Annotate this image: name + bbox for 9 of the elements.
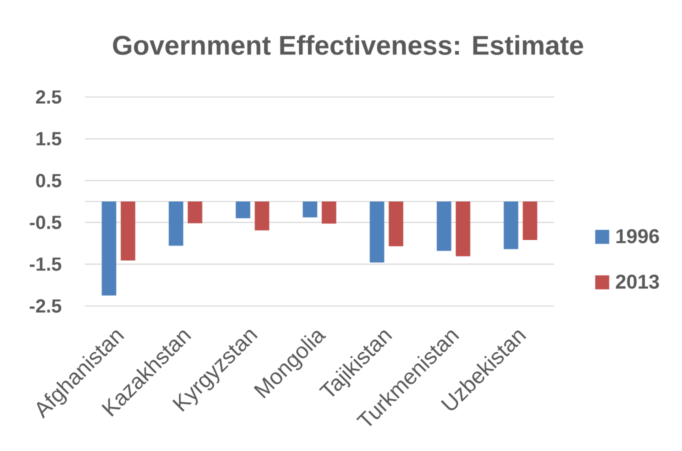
legend-label: 1996 bbox=[616, 229, 659, 244]
y-tick-label: 0.5 bbox=[36, 174, 62, 188]
y-tick-label: -1.5 bbox=[30, 258, 62, 271]
legend-label: 2013 bbox=[616, 274, 659, 289]
y-tick-label: 2.5 bbox=[36, 90, 62, 104]
chart-title: Government Effectiveness: Estimate bbox=[113, 35, 584, 55]
y-tick-label: -0.5 bbox=[30, 216, 62, 230]
y-tick-label: -2.5 bbox=[30, 299, 62, 313]
y-tick-label: 1.5 bbox=[36, 132, 62, 146]
